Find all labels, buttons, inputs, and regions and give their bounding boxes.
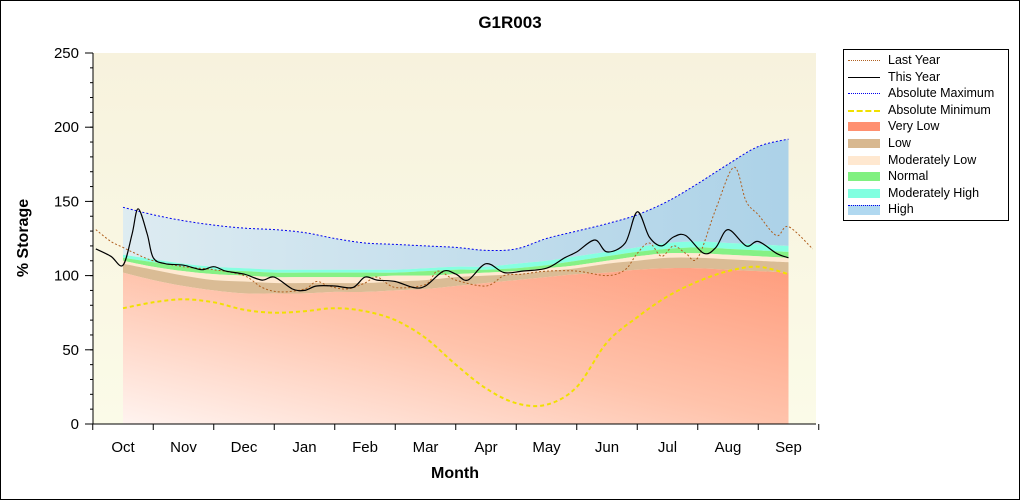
x-tick-label: Jul — [658, 439, 677, 456]
legend-swatch — [848, 93, 880, 95]
x-tick-label: Oct — [111, 439, 135, 456]
legend-swatch — [848, 76, 880, 78]
x-tick-label: Sep — [775, 439, 802, 456]
x-tick-label: May — [532, 439, 561, 456]
band-very-low — [123, 267, 789, 424]
x-tick-label: Mar — [413, 439, 439, 456]
legend: Last Year This Year Absolute Maximum Absolu… — [843, 49, 1009, 221]
legend-label: Absolute Minimum — [888, 102, 991, 117]
y-tick-label: 150 — [54, 193, 79, 210]
x-tick-label: Dec — [231, 439, 258, 456]
legend-label: Absolute Maximum — [888, 86, 995, 101]
legend-label: Very Low — [888, 119, 940, 134]
legend-swatch — [848, 122, 880, 132]
legend-item-absolute-minimum: Absolute Minimum — [844, 102, 1008, 118]
x-tick-label: Jun — [595, 439, 619, 456]
legend-item-low: Low — [844, 135, 1008, 151]
chart-title: G1R003 — [478, 13, 542, 32]
series-line-absolute-maximum — [122, 138, 789, 252]
y-tick-label: 100 — [54, 268, 79, 285]
band-high — [123, 139, 789, 270]
y-tick-label: 0 — [71, 416, 79, 433]
x-tick-label: Feb — [352, 439, 378, 456]
legend-swatch — [848, 60, 880, 61]
y-tick-label: 50 — [62, 342, 79, 359]
legend-label: Normal — [888, 169, 929, 184]
band-low — [123, 257, 789, 294]
legend-item-moderately-low: Moderately Low — [844, 152, 1008, 168]
legend-item-this-year: This Year — [844, 69, 1008, 85]
y-tick-label: 250 — [54, 45, 79, 62]
x-tick-label: Aug — [715, 439, 742, 456]
legend-swatch — [848, 155, 880, 165]
band-moderately-high — [123, 241, 789, 273]
x-tick-label: Apr — [474, 439, 497, 456]
legend-label: Low — [888, 136, 911, 150]
series-line-this-year — [95, 208, 789, 292]
legend-swatch — [848, 109, 880, 112]
legend-item-very-low: Very Low — [844, 118, 1008, 134]
legend-label: This Year — [888, 69, 941, 84]
legend-label: High — [888, 202, 914, 217]
legend-swatch — [848, 172, 880, 182]
legend-item-normal: Normal — [844, 168, 1008, 184]
legend-swatch — [848, 205, 880, 216]
legend-label: Moderately High — [888, 185, 980, 200]
legend-swatch — [848, 188, 880, 198]
legend-item-moderately-high: Moderately High — [844, 185, 1008, 201]
legend-label: Moderately Low — [888, 152, 977, 167]
band-normal — [123, 247, 789, 278]
x-tick-label: Nov — [170, 439, 197, 456]
band-moderately-low — [123, 253, 789, 284]
legend-item-high: High — [844, 201, 1008, 217]
x-tick-label: Jan — [292, 439, 316, 456]
legend-label: Last Year — [888, 53, 941, 67]
x-axis-label: Month — [431, 465, 479, 482]
series-line-absolute-minimum — [122, 265, 789, 408]
legend-item-last-year: Last Year — [844, 52, 1008, 68]
y-tick-label: 200 — [54, 119, 79, 136]
legend-swatch — [848, 139, 880, 148]
legend-item-absolute-maximum: Absolute Maximum — [844, 85, 1008, 101]
series-line-last-year — [95, 166, 814, 293]
